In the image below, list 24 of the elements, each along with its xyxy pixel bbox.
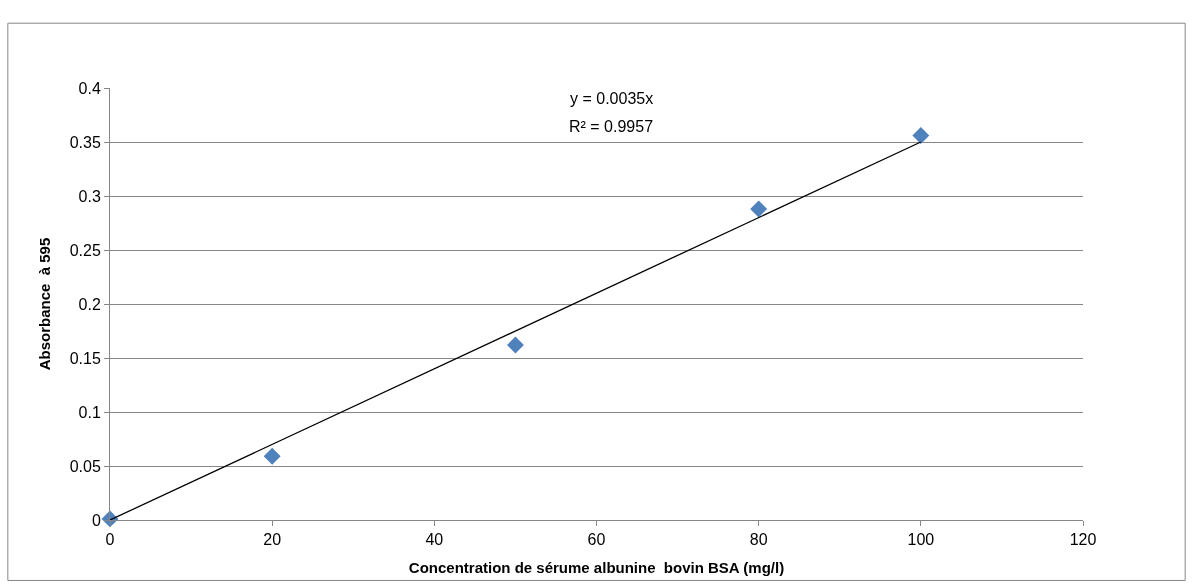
y-tick-label: 0.25 xyxy=(69,241,101,259)
annotation: y = 0.0035x xyxy=(570,90,654,107)
x-axis-title: Concentration de sérume albunine bovin BSA (mg/l) xyxy=(408,559,785,577)
x-tick-label: 60 xyxy=(587,531,606,549)
x-tick-label: 100 xyxy=(907,531,935,549)
point xyxy=(750,200,768,218)
y-axis-title: Absorbance à 595 xyxy=(35,237,53,371)
y-tick-label: 0.05 xyxy=(69,457,101,475)
y-tick-label: 0.4 xyxy=(78,79,101,97)
y-tick-label: 0.15 xyxy=(69,349,101,367)
y-tick-label: 0.3 xyxy=(78,187,101,205)
y-tick-label: 0.35 xyxy=(69,133,101,151)
point xyxy=(506,336,524,354)
x-tick-label: 120 xyxy=(1069,531,1097,549)
point xyxy=(912,127,930,144)
x-tick-label: 20 xyxy=(263,531,282,549)
y-tick-label: 0.2 xyxy=(78,295,101,313)
point xyxy=(263,447,281,465)
annotation: R² = 0.9957 xyxy=(569,118,654,135)
x-tick-label: 0 xyxy=(105,531,115,549)
y-tick-label: 0.1 xyxy=(78,403,101,421)
y-tick-label: 0 xyxy=(91,511,101,529)
x-tick-label: 40 xyxy=(425,531,444,549)
x-tick-label: 80 xyxy=(749,531,768,549)
